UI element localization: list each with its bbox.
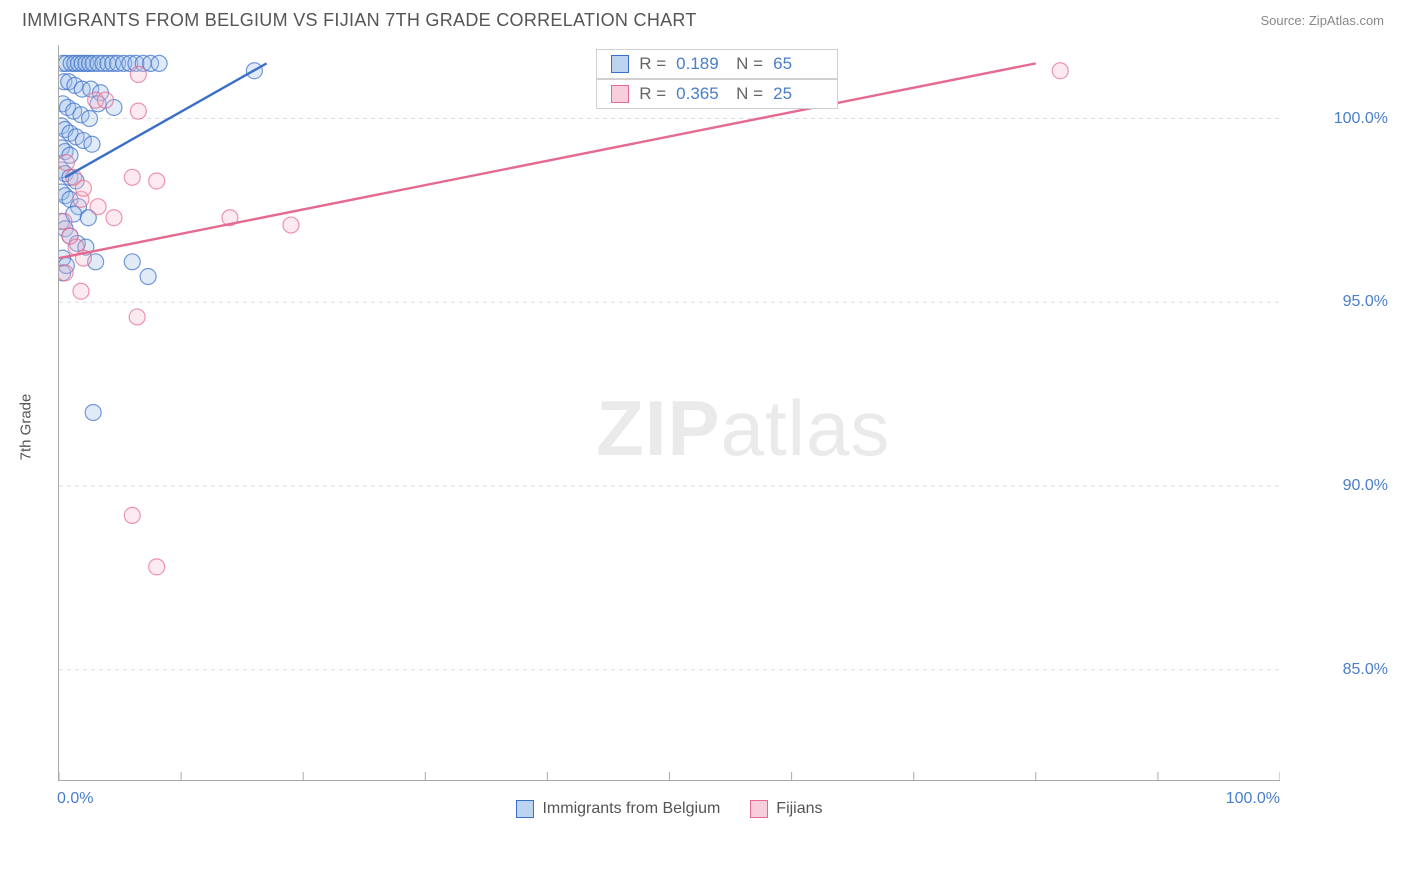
- stats-box: R = 0.189 N = 65 R = 0.365 N = 25: [596, 49, 838, 109]
- data-point-fijians: [75, 180, 91, 196]
- data-point-fijians: [1052, 63, 1068, 79]
- data-point-fijians: [73, 283, 89, 299]
- y-tick-label: 85.0%: [1288, 661, 1388, 679]
- stats-r-value: 0.189: [676, 54, 726, 74]
- stats-n-value: 25: [773, 84, 823, 104]
- stats-row-fijians: R = 0.365 N = 25: [596, 79, 838, 109]
- data-point-fijians: [59, 213, 72, 229]
- bottom-legend: Immigrants from Belgium Fijians: [59, 800, 1280, 818]
- chart-title: IMMIGRANTS FROM BELGIUM VS FIJIAN 7TH GR…: [22, 10, 697, 31]
- y-tick-label: 100.0%: [1288, 110, 1388, 128]
- data-point-fijians: [90, 199, 106, 215]
- legend-label: Immigrants from Belgium: [542, 800, 720, 818]
- y-tick-label: 95.0%: [1288, 293, 1388, 311]
- y-axis-label: 7th Grade: [18, 394, 35, 461]
- data-point-belgium: [82, 111, 98, 127]
- data-point-fijians: [283, 217, 299, 233]
- stats-r-label: R =: [639, 54, 666, 74]
- chart-container: 7th Grade 85.0%90.0%95.0%100.0%0.0%100.0…: [50, 37, 1396, 817]
- data-point-fijians: [97, 92, 113, 108]
- trend-line-fijians: [59, 63, 1036, 258]
- legend-swatch-fijians: [611, 85, 629, 103]
- legend-label: Fijians: [776, 800, 822, 818]
- data-point-fijians: [59, 265, 73, 281]
- plot-area: 85.0%90.0%95.0%100.0%0.0%100.0%R =0.189N…: [58, 45, 1280, 781]
- data-point-fijians: [59, 155, 74, 171]
- data-point-belgium: [124, 254, 140, 270]
- data-point-belgium: [84, 136, 100, 152]
- legend-swatch-belgium: [611, 55, 629, 73]
- data-point-fijians: [124, 169, 140, 185]
- stats-r-label: R =: [639, 84, 666, 104]
- stats-r-value: 0.365: [676, 84, 726, 104]
- stats-row-belgium: R = 0.189 N = 65: [596, 49, 838, 79]
- data-point-fijians: [106, 210, 122, 226]
- stats-n-value: 65: [773, 54, 823, 74]
- legend-swatch-belgium: [516, 800, 534, 818]
- data-point-fijians: [129, 309, 145, 325]
- source-label: Source: ZipAtlas.com: [1260, 13, 1384, 28]
- stats-n-label: N =: [736, 84, 763, 104]
- legend-item-fijians: Fijians: [750, 800, 822, 818]
- data-point-fijians: [130, 66, 146, 82]
- data-point-belgium: [151, 55, 167, 71]
- legend-swatch-fijians: [750, 800, 768, 818]
- chart-svg: [59, 45, 1280, 780]
- data-point-fijians: [124, 507, 140, 523]
- data-point-fijians: [149, 559, 165, 575]
- data-point-belgium: [140, 269, 156, 285]
- y-tick-label: 90.0%: [1288, 477, 1388, 495]
- chart-header: IMMIGRANTS FROM BELGIUM VS FIJIAN 7TH GR…: [0, 0, 1406, 37]
- data-point-fijians: [149, 173, 165, 189]
- data-point-belgium: [85, 405, 101, 421]
- stats-n-label: N =: [736, 54, 763, 74]
- legend-item-belgium: Immigrants from Belgium: [516, 800, 720, 818]
- data-point-fijians: [130, 103, 146, 119]
